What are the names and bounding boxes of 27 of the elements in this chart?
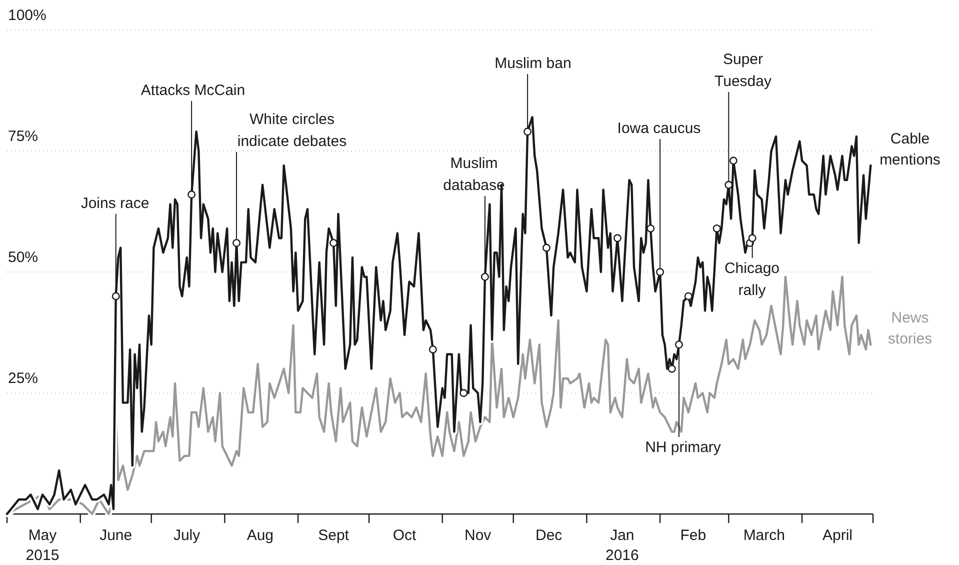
- x-tick-label: Sept: [318, 527, 350, 544]
- annotation: White circles indicate debates: [237, 111, 347, 150]
- annotation: Attacks McCain: [140, 82, 246, 99]
- x-tick-label: July: [173, 527, 201, 544]
- x-tick-label: Feb: [680, 527, 706, 544]
- annotation: Joins race: [80, 195, 150, 212]
- x-tick-label: Dec: [536, 527, 563, 544]
- x-tick-label: Oct: [392, 527, 418, 544]
- series-label: News stories: [888, 310, 932, 348]
- y-tick-label: 25%: [8, 370, 38, 387]
- y-tick-label: 75%: [8, 128, 38, 145]
- annotation: Iowa caucus: [617, 120, 701, 137]
- x-tick-label: Jan 2016: [606, 527, 639, 564]
- x-tick-label: April: [822, 527, 853, 544]
- annotation: Chicago rally: [724, 260, 780, 299]
- x-tick-label: May 2015: [26, 527, 60, 564]
- series-label: Cable mentions: [880, 130, 940, 169]
- x-tick-label: March: [743, 527, 785, 544]
- x-tick-label: Aug: [246, 527, 274, 544]
- y-tick-label: 100%: [8, 7, 46, 24]
- x-tick-label: Nov: [464, 527, 492, 544]
- annotation: NH primary: [645, 439, 722, 456]
- annotation: Muslim ban: [494, 55, 572, 72]
- annotation: Super Tuesday: [714, 51, 772, 90]
- x-tick-label: June: [100, 527, 132, 544]
- annotation: Muslim database: [443, 155, 505, 194]
- y-tick-label: 50%: [8, 249, 38, 266]
